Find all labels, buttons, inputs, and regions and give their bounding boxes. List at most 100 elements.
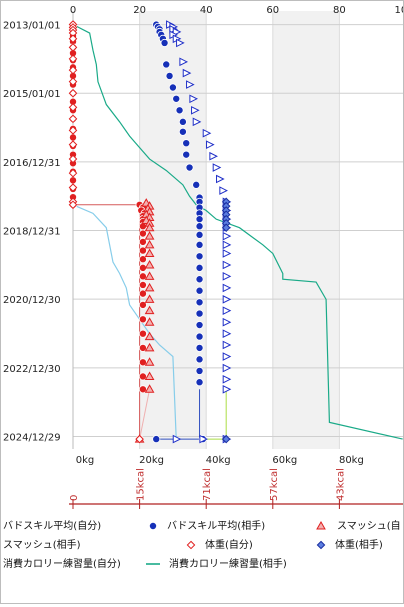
point-triangle-red-13 [144,271,155,280]
point-circle-blue-33 [195,332,204,341]
point-circle-blue-37 [195,378,204,387]
point-triangle-blue-18 [219,186,228,195]
point-triangle-blue-6 [176,38,185,48]
point-circle-blue-10 [172,94,181,103]
point-triangle-blue-10 [189,94,198,104]
weight-tick-label-4: 80kg [339,455,364,466]
connector-line-6 [139,389,151,440]
point-triangle-blue-13 [202,128,212,138]
legend-marker-5 [316,540,326,550]
point-triangle-red-9 [144,231,155,240]
point-circle-red-23 [69,176,78,185]
point-circle-blue-27 [195,263,204,272]
y-tick-label-0: 2013/01/01 [3,21,61,32]
point-triangle-blue-17 [216,174,225,184]
legend-label-3: スマッシュ(相手) [3,538,81,551]
y-tick-label-3: 2018/12/31 [3,227,61,238]
point-diamond-red-15 [68,168,78,178]
point-triangle-blue-14 [206,140,215,149]
point-circle-blue-35 [195,355,204,364]
point-circle-red-41 [138,280,147,289]
point-triangle-blue-24 [222,240,232,250]
point-circle-blue-23 [195,222,204,231]
point-circle-red-37 [138,246,147,255]
point-diamond-red-11 [68,114,78,124]
point-triangle-blue-26 [222,260,232,270]
point-circle-blue-12 [178,117,187,126]
point-triangle-blue-38 [172,434,182,444]
point-triangle-blue-28 [222,283,232,293]
point-circle-red-47 [138,358,147,367]
point-triangle-red-22 [144,384,155,393]
weight-tick-label-3: 60kg [272,455,297,466]
point-diamond-red-14 [68,154,78,164]
point-circle-red-46 [138,343,147,352]
top-tick-label-5: 100 [394,5,403,16]
point-circle-blue-6 [160,38,169,47]
point-triangle-blue-32 [222,329,232,338]
point-circle-blue-15 [182,150,191,159]
point-triangle-red-10 [144,239,155,249]
point-triangle-red-20 [144,357,155,366]
point-diamond-blue-7 [221,434,231,444]
top-tick-label-4: 80 [333,5,346,16]
point-circle-blue-11 [175,106,184,115]
y-tick-label-2: 2016/12/31 [3,158,61,169]
point-circle-blue-26 [195,252,204,261]
legend-label-4: 体重(自分) [205,538,253,551]
point-triangle-blue-16 [212,163,222,172]
top-tick-label-3: 60 [266,5,279,16]
series-line-line-skyblue [72,204,177,440]
top-tick-label-2: 40 [200,5,213,16]
point-triangle-blue-30 [222,306,232,315]
point-circle-red-18 [69,133,78,142]
point-circle-blue-31 [195,309,204,318]
y-tick-label-6: 2024/12/29 [3,432,61,443]
point-circle-red-49 [138,385,147,394]
point-circle-blue-38 [152,435,161,444]
point-diamond-red-4 [68,34,78,44]
legend-label-6: 消費カロリー練習量(自分) [3,557,121,570]
weight-tick-label-2: 40kg [206,455,231,466]
point-triangle-blue-12 [192,117,202,127]
point-triangle-blue-11 [191,105,200,115]
point-circle-blue-8 [165,71,174,80]
point-circle-blue-22 [195,215,204,224]
point-triangle-blue-34 [222,352,232,361]
calorie-tick-label-0: 0 [69,495,80,501]
y-tick-label-1: 2015/01/01 [3,89,61,100]
point-triangle-blue-9 [186,80,195,89]
calorie-tick-label-3: 57kcal [269,468,280,501]
legend-marker-1 [148,522,157,531]
y-tick-label-4: 2020/12/30 [3,295,61,306]
point-diamond-red-19 [135,434,144,444]
point-circle-red-40 [138,272,147,281]
calorie-tick-label-4: 43kcal [335,468,346,501]
weight-tick-label-1: 20kg [139,455,164,466]
point-circle-blue-32 [195,321,204,330]
point-circle-blue-29 [195,286,204,295]
point-diamond-red-12 [68,126,78,135]
point-circle-blue-16 [185,163,194,172]
point-circle-blue-28 [195,275,204,284]
point-circle-blue-17 [192,180,201,189]
point-circle-red-35 [138,229,147,238]
point-circle-blue-25 [195,240,204,249]
series-line-line-teal [72,23,403,440]
point-circle-blue-9 [168,83,177,92]
point-triangle-blue-27 [222,272,232,281]
point-triangle-blue-8 [182,68,192,78]
point-circle-blue-13 [178,127,187,136]
point-circle-red-48 [138,372,147,381]
legend-marker-2 [316,520,326,530]
point-triangle-blue-36 [222,374,232,384]
point-circle-blue-14 [182,139,191,148]
point-circle-blue-24 [195,230,204,239]
point-circle-red-38 [138,255,147,264]
point-triangle-blue-25 [222,249,232,258]
point-circle-blue-36 [195,366,204,375]
point-diamond-red-16 [68,183,78,192]
point-triangle-red-18 [144,331,155,341]
